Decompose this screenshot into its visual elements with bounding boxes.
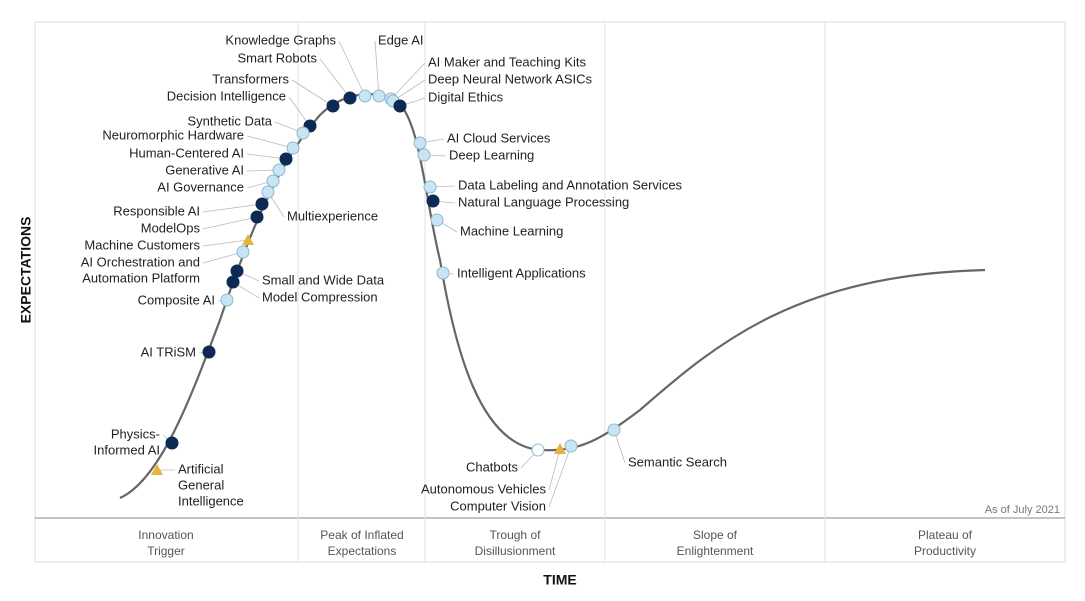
item-label: Deep Learning <box>449 147 534 162</box>
circle-marker <box>326 99 340 113</box>
leader-line <box>246 135 294 149</box>
phase-label: Trough of <box>490 528 542 542</box>
phase-label: Innovation <box>138 528 193 542</box>
circle-marker <box>607 423 621 437</box>
item-label: Computer Vision <box>450 498 546 513</box>
circle-marker <box>165 436 179 450</box>
item-label: Deep Neural Network ASICs <box>428 71 593 86</box>
item-label: AI Cloud Services <box>447 130 551 145</box>
leader-line <box>202 216 258 230</box>
item-label: Natural Language Processing <box>458 194 629 209</box>
item-label: Model Compression <box>262 289 378 304</box>
item-label: Machine Learning <box>460 223 563 238</box>
item-label: AI Maker and Teaching Kits <box>428 54 587 69</box>
item-label: Neuromorphic Hardware <box>102 127 244 142</box>
circle-marker <box>255 197 269 211</box>
leader-line <box>374 40 380 97</box>
circle-marker <box>430 213 444 227</box>
circle-marker <box>272 163 286 177</box>
circle-marker <box>261 185 275 199</box>
phase-label: Enlightenment <box>677 544 754 558</box>
leader-line <box>548 445 572 508</box>
circle-marker <box>286 141 300 155</box>
item-label: Machine Customers <box>84 237 200 252</box>
item-label: Multiexperience <box>287 208 378 223</box>
item-label: Intelligence <box>178 493 244 508</box>
leader-line <box>202 251 244 264</box>
item-label: Edge AI <box>378 32 424 47</box>
frame <box>34 21 1066 563</box>
triangle-marker <box>242 234 254 245</box>
phase-label: Disillusionment <box>475 544 556 558</box>
item-label: Automation Platform <box>82 270 200 285</box>
note: As of July 2021 <box>985 504 1060 516</box>
phase-dividers <box>297 22 826 562</box>
item-label: Responsible AI <box>113 203 200 218</box>
phase-label: Slope of <box>693 528 738 542</box>
item-label: Smart Robots <box>238 50 318 65</box>
phase-label: Plateau of <box>918 528 973 542</box>
item-label: Data Labeling and Annotation Services <box>458 177 683 192</box>
leader-line <box>246 153 287 160</box>
circle-marker <box>436 266 450 280</box>
item-label: Informed AI <box>94 442 160 457</box>
leader-line <box>291 79 334 107</box>
circle-marker <box>279 152 293 166</box>
item-label: Chatbots <box>466 459 519 474</box>
circle-marker <box>266 174 280 188</box>
circle-marker <box>343 91 357 105</box>
circle-marker <box>250 210 264 224</box>
x-axis-title: TIME <box>543 572 576 588</box>
leader-line <box>202 239 249 247</box>
item-label: General <box>178 477 224 492</box>
triangle-marker <box>554 443 566 454</box>
item-label: Knowledge Graphs <box>225 32 336 47</box>
triangle-marker <box>151 464 163 475</box>
circle-marker <box>236 245 250 259</box>
item-label: Generative AI <box>165 162 244 177</box>
circle-marker <box>564 439 578 453</box>
item-label: Physics- <box>111 426 160 441</box>
phase-label: Productivity <box>914 544 976 558</box>
phase-label: Expectations <box>328 544 397 558</box>
circle-marker <box>531 443 545 457</box>
circle-marker <box>413 136 427 150</box>
item-label: Semantic Search <box>628 454 727 469</box>
y-axis-title: EXPECTATIONS <box>18 217 34 324</box>
item-label: Composite AI <box>138 292 215 307</box>
circle-marker <box>426 194 440 208</box>
circle-marker <box>417 148 431 162</box>
circle-marker <box>230 264 244 278</box>
phase-label: Peak of Inflated <box>320 528 403 542</box>
item-label: AI Orchestration and <box>81 254 200 269</box>
item-label: Intelligent Applications <box>457 265 586 280</box>
leader-line <box>390 62 426 100</box>
leader-line <box>548 448 561 491</box>
item-label: Human-Centered AI <box>129 145 244 160</box>
item-label: Small and Wide Data <box>262 272 385 287</box>
item-label: Synthetic Data <box>187 113 272 128</box>
circle-marker <box>202 345 216 359</box>
item-label: ModelOps <box>141 220 201 235</box>
item-label: Transformers <box>212 71 289 86</box>
item-label: Autonomous Vehicles <box>421 481 547 496</box>
leader-line <box>202 203 263 213</box>
item-label: Digital Ethics <box>428 89 504 104</box>
circle-marker <box>296 126 310 140</box>
circle-marker <box>358 89 372 103</box>
item-label: Decision Intelligence <box>167 88 286 103</box>
item-label: AI Governance <box>157 179 244 194</box>
item-label: AI TRiSM <box>141 344 196 359</box>
circle-marker <box>393 99 407 113</box>
item-label: Artificial <box>178 461 224 476</box>
circle-marker <box>423 180 437 194</box>
circle-marker <box>220 293 234 307</box>
circle-marker <box>372 89 386 103</box>
leader-line <box>319 58 351 99</box>
phase-label: Trigger <box>147 544 185 558</box>
leader-line <box>338 40 366 97</box>
circle-marker <box>226 275 240 289</box>
